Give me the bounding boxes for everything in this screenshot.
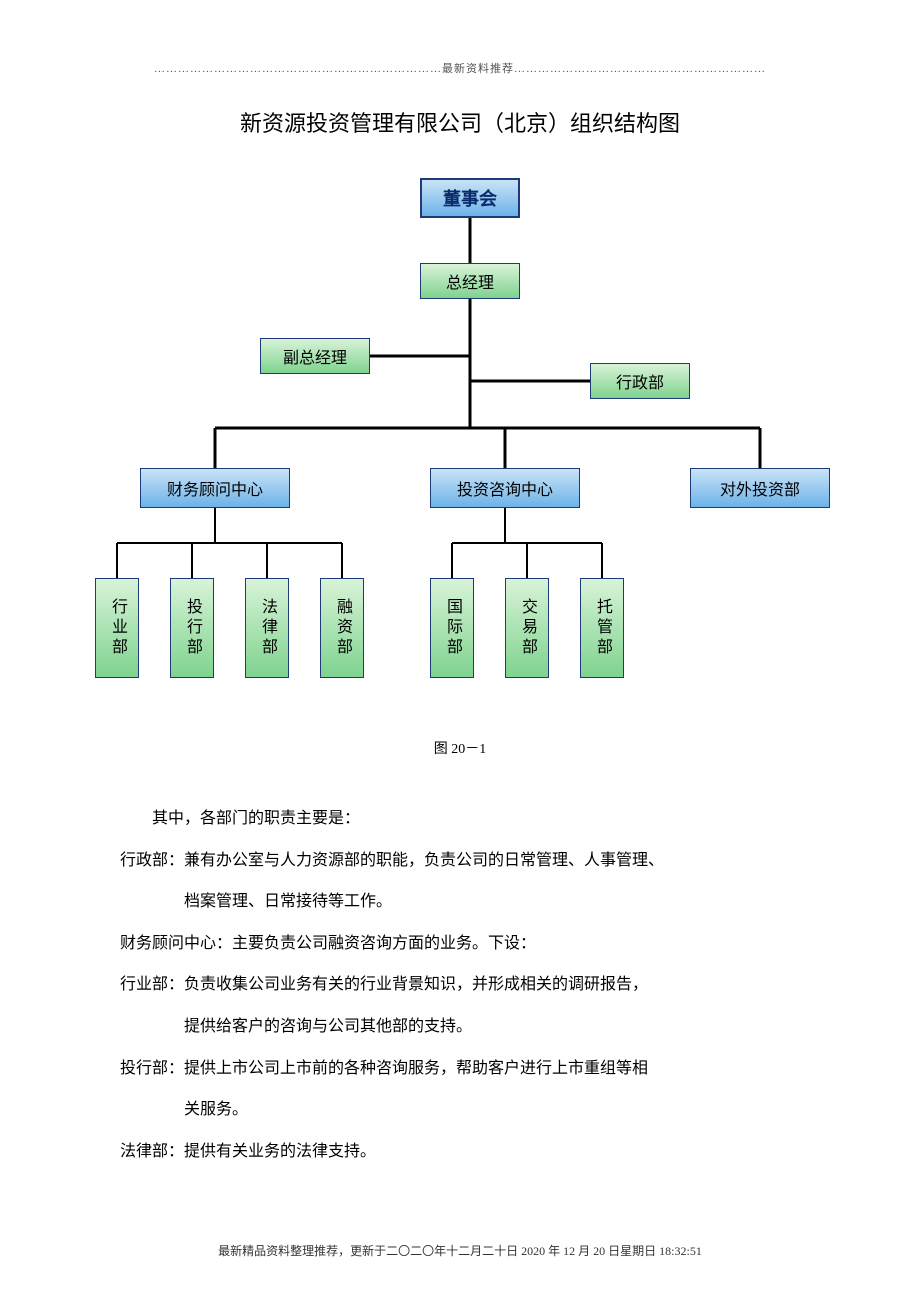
- org-node-board: 董事会: [420, 178, 520, 218]
- org-node-fin: 财务顾问中心: [140, 468, 290, 508]
- org-node-gm: 总经理: [420, 263, 520, 299]
- document-page: ………………………………………………………………最新资料推荐……………………………: [0, 0, 920, 1299]
- admin-desc-2: 档案管理、日常接待等工作。: [120, 881, 800, 923]
- org-node-d6: 交易部: [505, 578, 549, 678]
- legal-desc: 法律部：提供有关业务的法律支持。: [120, 1131, 800, 1173]
- org-node-out: 对外投资部: [690, 468, 830, 508]
- fin-desc: 财务顾问中心：主要负责公司融资咨询方面的业务。下设：: [120, 923, 800, 965]
- footer-text: 最新精品资料整理推荐，更新于二〇二〇年十二月二十日 2020 年 12 月 20…: [0, 1242, 920, 1259]
- org-chart: 董事会总经理副总经理行政部财务顾问中心 投资咨询中心 对外投资部行业部投行部法律部融…: [60, 178, 860, 708]
- admin-desc-1: 行政部：兼有办公室与人力资源部的职能，负责公司的日常管理、人事管理、: [120, 840, 800, 882]
- org-node-inv: 投资咨询中心: [430, 468, 580, 508]
- org-node-dgm: 副总经理: [260, 338, 370, 374]
- org-node-d7: 托管部: [580, 578, 624, 678]
- org-node-d1: 行业部: [95, 578, 139, 678]
- ib-desc-1: 投行部：提供上市公司上市前的各种咨询服务，帮助客户进行上市重组等相: [120, 1048, 800, 1090]
- industry-desc-2: 提供给客户的咨询与公司其他部的支持。: [120, 1006, 800, 1048]
- org-node-d3: 法律部: [245, 578, 289, 678]
- ib-desc-2: 关服务。: [120, 1089, 800, 1131]
- figure-caption: 图 20－1: [0, 738, 920, 758]
- org-node-d4: 融资部: [320, 578, 364, 678]
- industry-desc-1: 行业部：负责收集公司业务有关的行业背景知识，并形成相关的调研报告，: [120, 964, 800, 1006]
- body-text: 其中，各部门的职责主要是： 行政部：兼有办公室与人力资源部的职能，负责公司的日常…: [120, 798, 800, 1172]
- org-node-d2: 投行部: [170, 578, 214, 678]
- org-node-d5: 国际部: [430, 578, 474, 678]
- org-node-admin: 行政部: [590, 363, 690, 399]
- header-decoration: ………………………………………………………………最新资料推荐……………………………: [0, 60, 920, 76]
- page-title: 新资源投资管理有限公司（北京）组织结构图: [0, 106, 920, 138]
- intro-line: 其中，各部门的职责主要是：: [120, 798, 800, 840]
